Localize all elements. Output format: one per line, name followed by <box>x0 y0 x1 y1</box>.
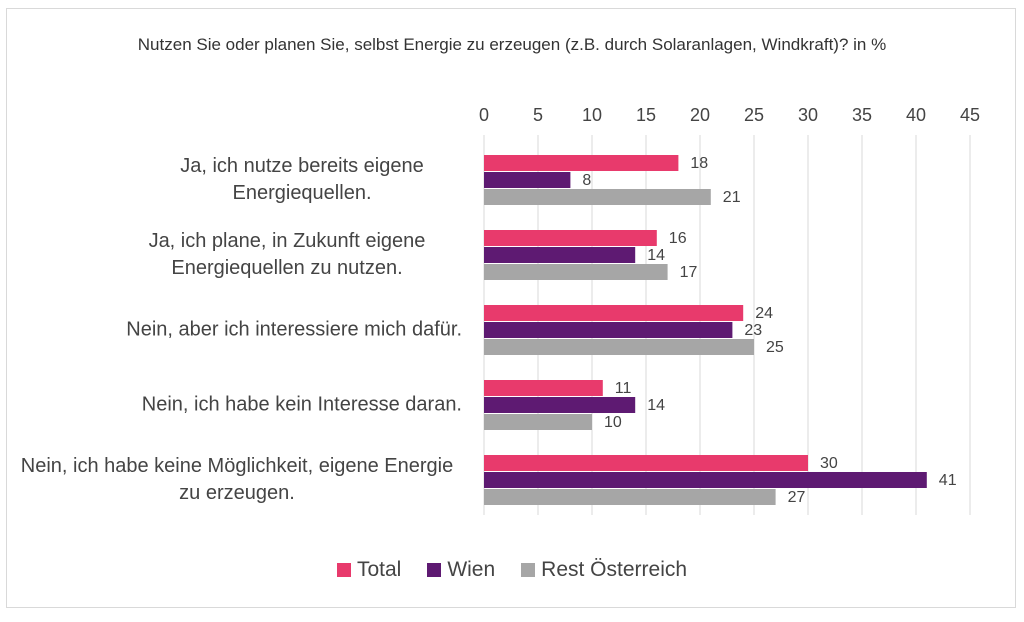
legend-label: Rest Österreich <box>541 558 688 581</box>
data-label: 18 <box>690 155 708 172</box>
x-tick-label: 45 <box>960 105 980 125</box>
bar <box>484 305 744 321</box>
data-label: 14 <box>647 247 665 264</box>
legend-label: Total <box>356 558 402 581</box>
x-tick-label: 30 <box>798 105 818 125</box>
bar <box>484 322 733 338</box>
legend-label: Wien <box>447 558 496 581</box>
legend-swatch <box>521 563 536 577</box>
data-label: 27 <box>788 489 806 506</box>
data-label: 14 <box>647 397 665 414</box>
bar <box>484 489 776 505</box>
category-label: Ja, ich nutze bereits eigene Energiequel… <box>180 155 424 204</box>
data-label: 23 <box>744 322 762 339</box>
legend-swatch <box>336 563 351 577</box>
data-label: 16 <box>669 230 687 247</box>
x-tick-label: 0 <box>479 105 489 125</box>
bar <box>484 397 636 413</box>
legend-swatch <box>427 563 442 577</box>
data-label: 21 <box>723 189 741 206</box>
bar <box>484 380 603 396</box>
bar <box>484 155 679 171</box>
x-tick-label: 10 <box>582 105 602 125</box>
category-label: Nein, aber ich interessiere mich dafür. <box>126 318 462 341</box>
chart-title: Nutzen Sie oder planen Sie, selbst Energ… <box>137 35 887 54</box>
data-label: 30 <box>820 455 838 472</box>
data-label: 24 <box>755 305 773 322</box>
category-label: Nein, ich habe keine Möglichkeit, eigene… <box>20 455 454 504</box>
bar <box>484 339 754 355</box>
data-label: 8 <box>582 172 591 189</box>
bar <box>484 172 571 188</box>
category-label: Nein, ich habe kein Interesse daran. <box>141 393 462 416</box>
x-tick-label: 5 <box>533 105 543 125</box>
data-label: 41 <box>939 472 957 489</box>
legend-item: Rest Österreich <box>521 558 687 582</box>
x-tick-label: 40 <box>906 105 926 125</box>
x-tick-label: 20 <box>690 105 710 125</box>
data-label: 25 <box>766 339 784 356</box>
chart-frame <box>6 8 1016 608</box>
bar <box>484 472 927 488</box>
x-tick-label: 25 <box>744 105 764 125</box>
x-tick-label: 35 <box>852 105 872 125</box>
bar <box>484 189 711 205</box>
data-label: 10 <box>604 414 622 431</box>
x-tick-label: 15 <box>636 105 656 125</box>
bar <box>484 414 592 430</box>
legend-item: Wien <box>427 558 495 582</box>
data-label: 17 <box>680 264 698 281</box>
legend-item: Total <box>336 558 402 582</box>
category-label: Ja, ich plane, in Zukunft eigene Energie… <box>148 230 426 279</box>
bar <box>484 247 636 263</box>
bar <box>484 264 668 280</box>
bar <box>484 230 657 246</box>
data-label: 11 <box>615 380 632 397</box>
legend: Total Wien Rest Österreich <box>0 558 1024 582</box>
bar <box>484 455 808 471</box>
